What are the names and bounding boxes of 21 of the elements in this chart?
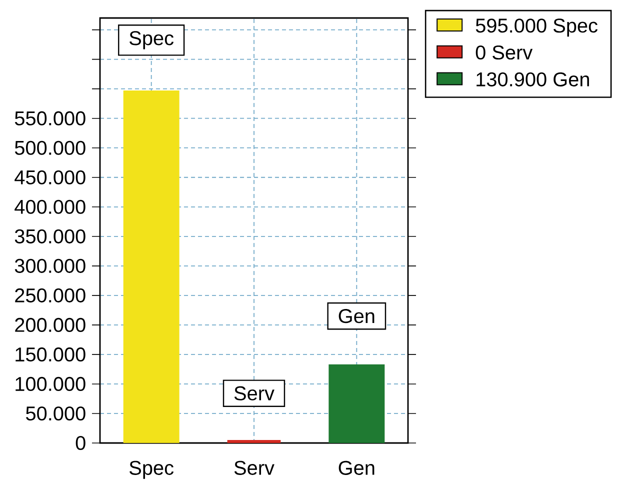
annotation: Spec xyxy=(130,31,174,50)
y-tick-label: 100.000 xyxy=(16,376,86,392)
x-tick-label: Spec xyxy=(130,460,174,479)
y-tick-label: 300.000 xyxy=(14,258,86,273)
legend-label: 595.000 Spec xyxy=(476,18,598,37)
y-tick-label: 250.000 xyxy=(15,288,86,302)
x-tick-label: Gen xyxy=(338,460,374,475)
y-tick-label: 450.000 xyxy=(14,170,86,184)
y-tick-label: 200.000 xyxy=(15,318,86,332)
y-tick-label: 150.000 xyxy=(16,347,86,362)
y-tick-label: 50.000 xyxy=(26,406,86,421)
y-tick-label: 350.000 xyxy=(14,229,86,244)
annotation: Serv xyxy=(234,386,274,400)
legend-label: 0 Serv xyxy=(476,45,533,60)
y-tick-label: 400.000 xyxy=(14,200,86,214)
legend-label: 130.900 Gen xyxy=(476,72,589,86)
y-tick-label: 0 xyxy=(76,436,86,450)
y-tick-label: 550.000 xyxy=(14,111,86,126)
y-tick-label: 500.000 xyxy=(14,140,86,155)
annotation: Gen xyxy=(338,309,374,324)
x-tick-label: Serv xyxy=(234,460,274,475)
